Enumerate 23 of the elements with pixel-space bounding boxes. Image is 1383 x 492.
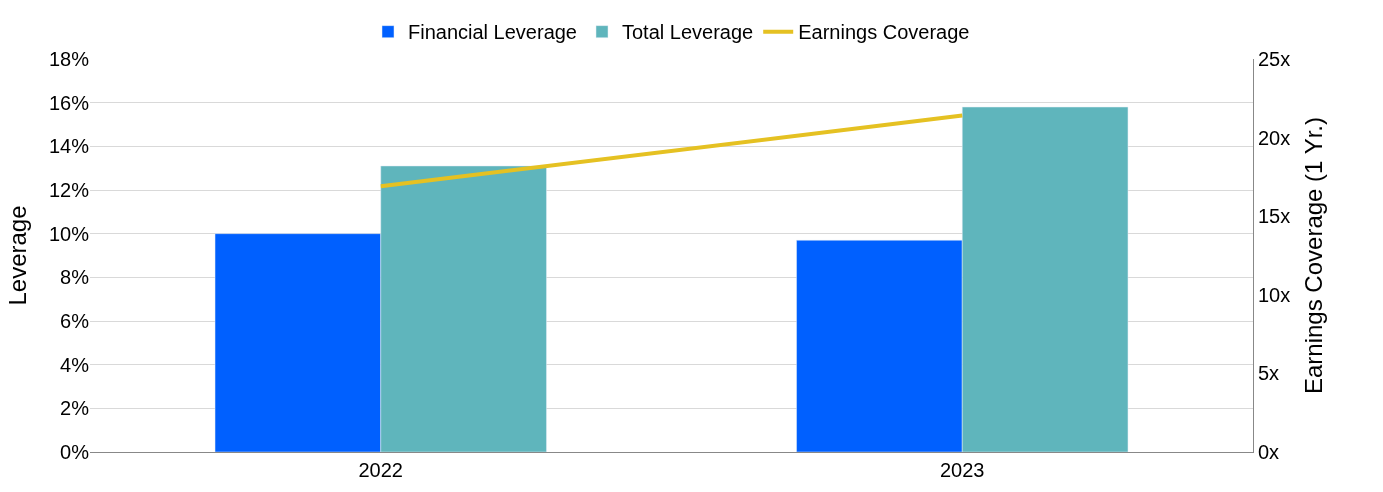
y-tick-label: 8% <box>60 266 90 289</box>
y-tick-label: 16% <box>48 91 90 114</box>
y-tick-label: 14% <box>48 135 90 158</box>
y2-axis-title: Earnings Coverage (1 Yr.) <box>1299 116 1327 395</box>
y-tick-label: 18% <box>48 48 90 70</box>
y2-tick-label: 15x <box>1258 205 1291 228</box>
y-tick-label: 0% <box>60 441 90 463</box>
y2-tick-label: 20x <box>1258 126 1291 149</box>
x-tick-label: 2022 <box>358 459 403 481</box>
y2-tick-label: 25x <box>1258 48 1291 70</box>
legend-label: Financial Leverage <box>408 21 577 44</box>
legend-label: Earnings Coverage <box>798 21 970 44</box>
y-tick-label: 10% <box>48 222 90 245</box>
y2-tick-label: 0x <box>1258 441 1280 463</box>
y-tick-label: 6% <box>60 310 90 332</box>
legend-label: Total Leverage <box>622 21 754 44</box>
y2-tick-label: 5x <box>1258 362 1280 385</box>
x-tick-label: 2023 <box>940 459 985 481</box>
y2-tick-label: 10x <box>1258 283 1291 306</box>
y-tick-label: 2% <box>60 397 90 420</box>
y-axis-title: Leverage <box>4 205 32 306</box>
y-tick-label: 12% <box>48 179 90 201</box>
y-tick-label: 4% <box>60 353 90 376</box>
